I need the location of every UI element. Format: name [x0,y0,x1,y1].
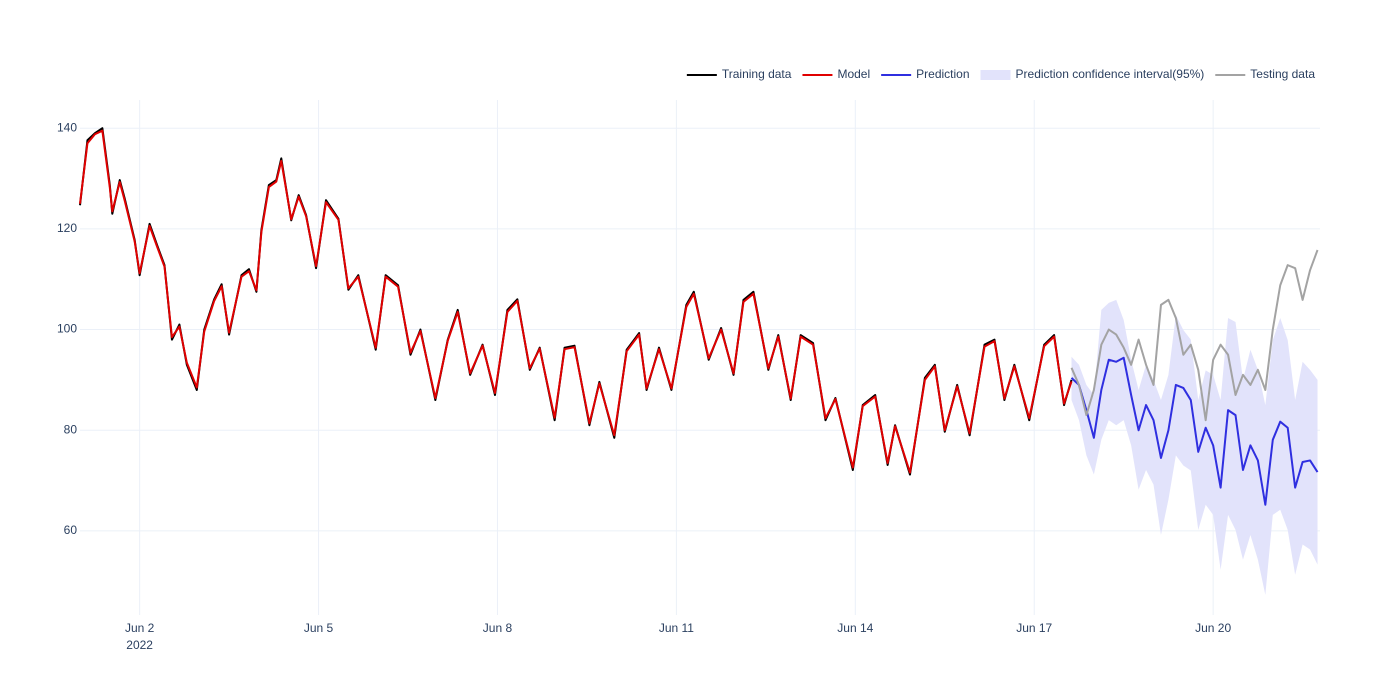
legend-label: Model [837,67,870,81]
grid [80,100,1320,615]
axes: 60 80 100 120 140 Jun 2 2022 Jun 5 Jun 8 Jun 11 Ju… [57,120,1232,652]
y-tick-label: 60 [64,523,78,537]
y-tick-label: 100 [57,322,77,336]
legend-item[interactable]: Model [802,67,870,81]
plot-area [79,127,1319,595]
y-tick-label: 140 [57,120,77,134]
series-line [1070,356,1319,506]
series-line [1070,249,1319,422]
legend-swatch [980,70,1011,80]
y-tick-label: 80 [64,422,78,436]
legend-label: Testing data [1250,67,1315,81]
legend: Training data Model Prediction Prediction c… [686,67,1315,81]
x-tick-label: Jun 17 [1016,621,1052,635]
legend-item[interactable]: Prediction confidence interval(95%) [980,67,1205,81]
x-tick-label: Jun 11 [659,621,694,635]
x-tick-year: 2022 [126,638,153,652]
legend-item[interactable]: Training data [686,67,792,81]
x-tick-label: Jun 2 [125,621,155,635]
series-line [79,129,1073,474]
legend-label: Training data [722,67,792,81]
legend-item[interactable]: Prediction [881,67,970,81]
x-tick-label: Jun 20 [1195,621,1231,635]
legend-item[interactable]: Testing data [1215,67,1315,81]
legend-label: Prediction [916,67,969,81]
x-tick-label: Jun 14 [837,621,873,635]
x-tick-label: Jun 5 [304,621,334,635]
x-tick-label: Jun 8 [483,621,513,635]
legend-label: Prediction confidence interval(95%) [1016,67,1205,81]
y-tick-label: 120 [57,221,77,235]
